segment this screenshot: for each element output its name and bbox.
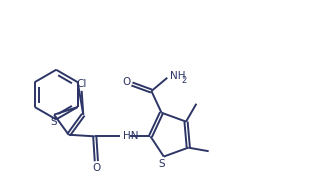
Text: S: S: [51, 117, 57, 127]
Text: Cl: Cl: [76, 79, 87, 89]
Text: O: O: [92, 163, 101, 173]
Text: O: O: [122, 77, 130, 87]
Text: HN: HN: [123, 131, 138, 141]
Text: S: S: [159, 158, 165, 169]
Text: NH: NH: [170, 71, 185, 81]
Text: 2: 2: [181, 76, 187, 85]
